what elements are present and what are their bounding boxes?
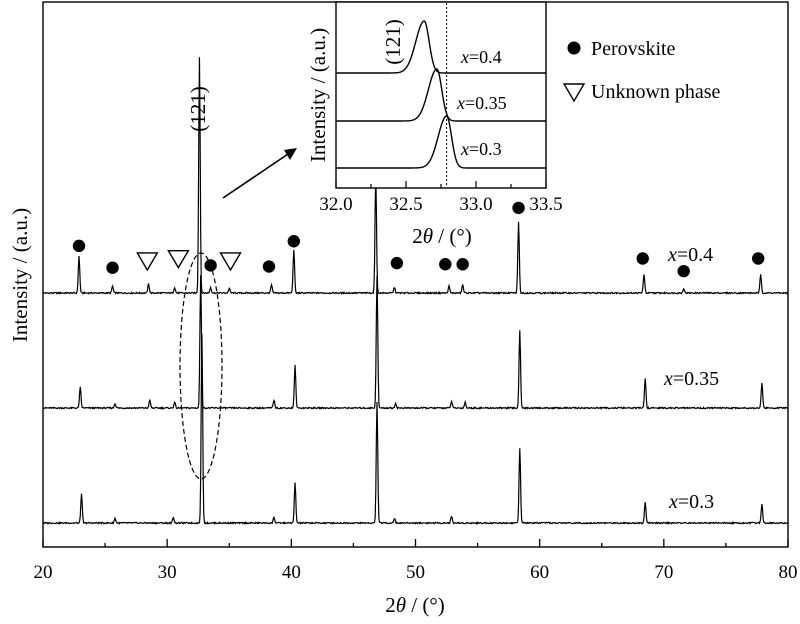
inset-x-axis-title: 2θ / (°) [412, 224, 472, 248]
inset-frame [335, 1, 547, 189]
inset-series-labels: x=0.4 x=0.35 x=0.3 [456, 47, 507, 159]
inset-x-ticks: 32.0 32.5 33.0 33.5 [319, 181, 563, 215]
main-plot: 20 30 40 50 60 70 80 (121) x=0.4 x=0.35 x=0.3 2θ… [8, 1, 798, 617]
y-axis-title: Intensity / (a.u.) [8, 208, 32, 342]
x-tick-label: 40 [282, 562, 301, 583]
spectra-group [42, 57, 789, 526]
perovskite-marker [456, 258, 469, 271]
perovskite-marker [752, 252, 765, 265]
perovskite-marker [677, 264, 690, 278]
series-labels: x=0.4 x=0.35 x=0.3 [663, 244, 719, 513]
x-tick-label: 20 [34, 562, 53, 583]
inset-x-tick-label: 33.0 [459, 194, 492, 215]
inset-x-tick-label: 33.5 [529, 194, 562, 215]
x-axis-title: 2θ / (°) [385, 593, 445, 617]
spectrum-line-x=0.35 [42, 275, 789, 410]
unknown-phase-marker [136, 252, 159, 272]
x-tick-label: 50 [406, 562, 425, 583]
perovskite-marker [204, 259, 217, 272]
peak-121-highlight-ellipse [179, 252, 223, 480]
inset-curves [336, 20, 546, 169]
perovskite-marker [72, 239, 86, 253]
legend-perovskite-label: Perovskite [591, 38, 676, 60]
legend-unknown-phase-label: Unknown phase [591, 81, 721, 103]
unknown-phase-marker [219, 252, 242, 272]
inset-y-axis-title: Intensity / (a.u.) [306, 28, 330, 162]
x-tick-label: 80 [779, 562, 798, 583]
series-label-x=0.4: x=0.4 [667, 244, 713, 266]
x-tick-label: 30 [158, 562, 177, 583]
inset-series-label-x=0.35: x=0.35 [456, 93, 507, 113]
legend-perovskite-marker [567, 41, 581, 55]
series-label-x=0.3: x=0.3 [668, 491, 714, 513]
x-tick-label: 60 [530, 562, 549, 583]
series-label-x=0.35: x=0.35 [663, 368, 719, 390]
inset-series-label-x=0.4: x=0.4 [460, 47, 502, 67]
perovskite-marker [636, 252, 649, 265]
inset-curve-x=0.4 [336, 20, 546, 74]
inset-plot: 32.0 32.5 33.0 33.5 x=0.4x=0.35x=0.3 (121) … [306, 1, 563, 248]
inset-pointer-arrowhead [284, 148, 297, 160]
inset-peak-label: (121) [381, 19, 405, 65]
inset-x-tick-label: 32.0 [319, 194, 352, 215]
perovskite-marker [439, 258, 452, 271]
perovskite-marker [390, 256, 404, 270]
inset-curve-x=0.3 [336, 115, 546, 169]
perovskite-marker [512, 201, 525, 215]
peak-121-label: (121) [186, 86, 210, 132]
legend-unknown-phase-marker [562, 83, 586, 103]
perovskite-marker [262, 260, 276, 273]
inset-x-tick-label: 32.5 [389, 194, 422, 215]
perovskite-marker [106, 261, 119, 274]
inset-pointer-arrow [222, 149, 295, 199]
inset-series-label-x=0.3: x=0.3 [460, 139, 502, 159]
inset-curve-x=0.35 [336, 68, 546, 122]
spectrum-line-x=0.3 [42, 333, 789, 526]
spectrum-line-x=0.4 [42, 57, 788, 296]
unknown-phase-marker [167, 249, 190, 270]
x-tick-label: 70 [654, 562, 673, 583]
perovskite-marker [287, 235, 301, 248]
x-axis-ticks: 20 30 40 50 60 70 80 [34, 539, 798, 583]
legend: Perovskite Unknown phase [562, 38, 721, 103]
